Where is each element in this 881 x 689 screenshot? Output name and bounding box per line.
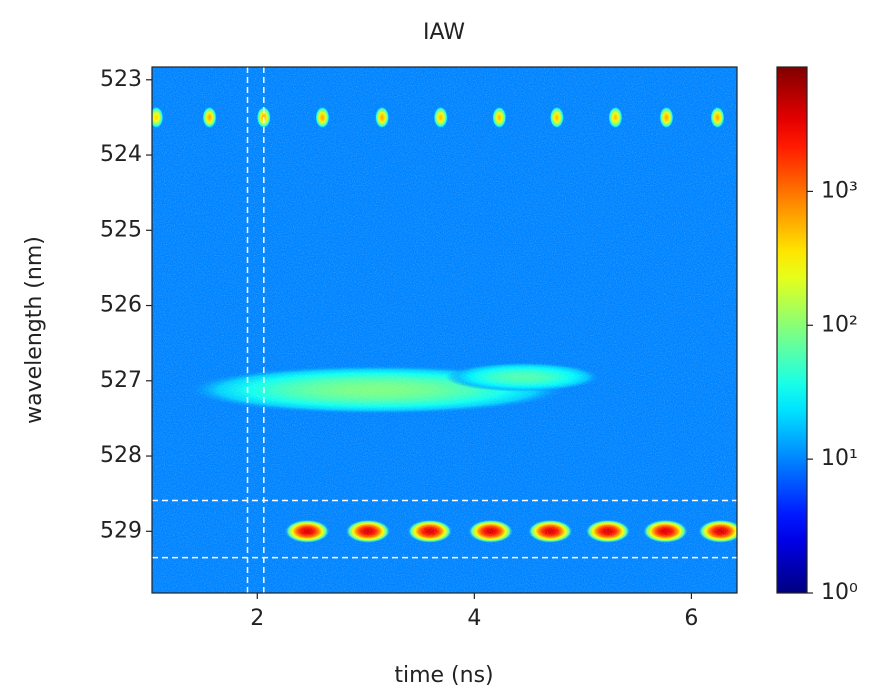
x-axis-label: time (ns) xyxy=(394,663,493,688)
chart-title: IAW xyxy=(423,20,465,45)
plot-area xyxy=(152,67,737,593)
y-tick-label: 528 xyxy=(100,443,142,468)
y-tick-label: 523 xyxy=(100,67,142,92)
x-tick-label: 4 xyxy=(467,606,481,631)
colorbar-tick-label: 10¹ xyxy=(821,446,858,471)
colorbar-tick-label: 10⁰ xyxy=(821,580,858,605)
plot-frame xyxy=(151,66,738,594)
colorbar-tick-label: 10³ xyxy=(821,178,858,203)
colorbar-tick-label: 10² xyxy=(821,312,858,337)
y-tick-label: 526 xyxy=(100,293,142,318)
y-tick-label: 525 xyxy=(100,217,142,242)
y-axis-label: wavelength (nm) xyxy=(22,236,47,424)
x-tick-label: 2 xyxy=(250,606,264,631)
x-tick-label: 6 xyxy=(684,606,698,631)
y-tick-label: 524 xyxy=(100,142,142,167)
y-tick-label: 529 xyxy=(100,518,142,543)
noise-texture xyxy=(152,67,737,593)
colorbar xyxy=(776,66,808,594)
y-tick-label: 527 xyxy=(100,368,142,393)
